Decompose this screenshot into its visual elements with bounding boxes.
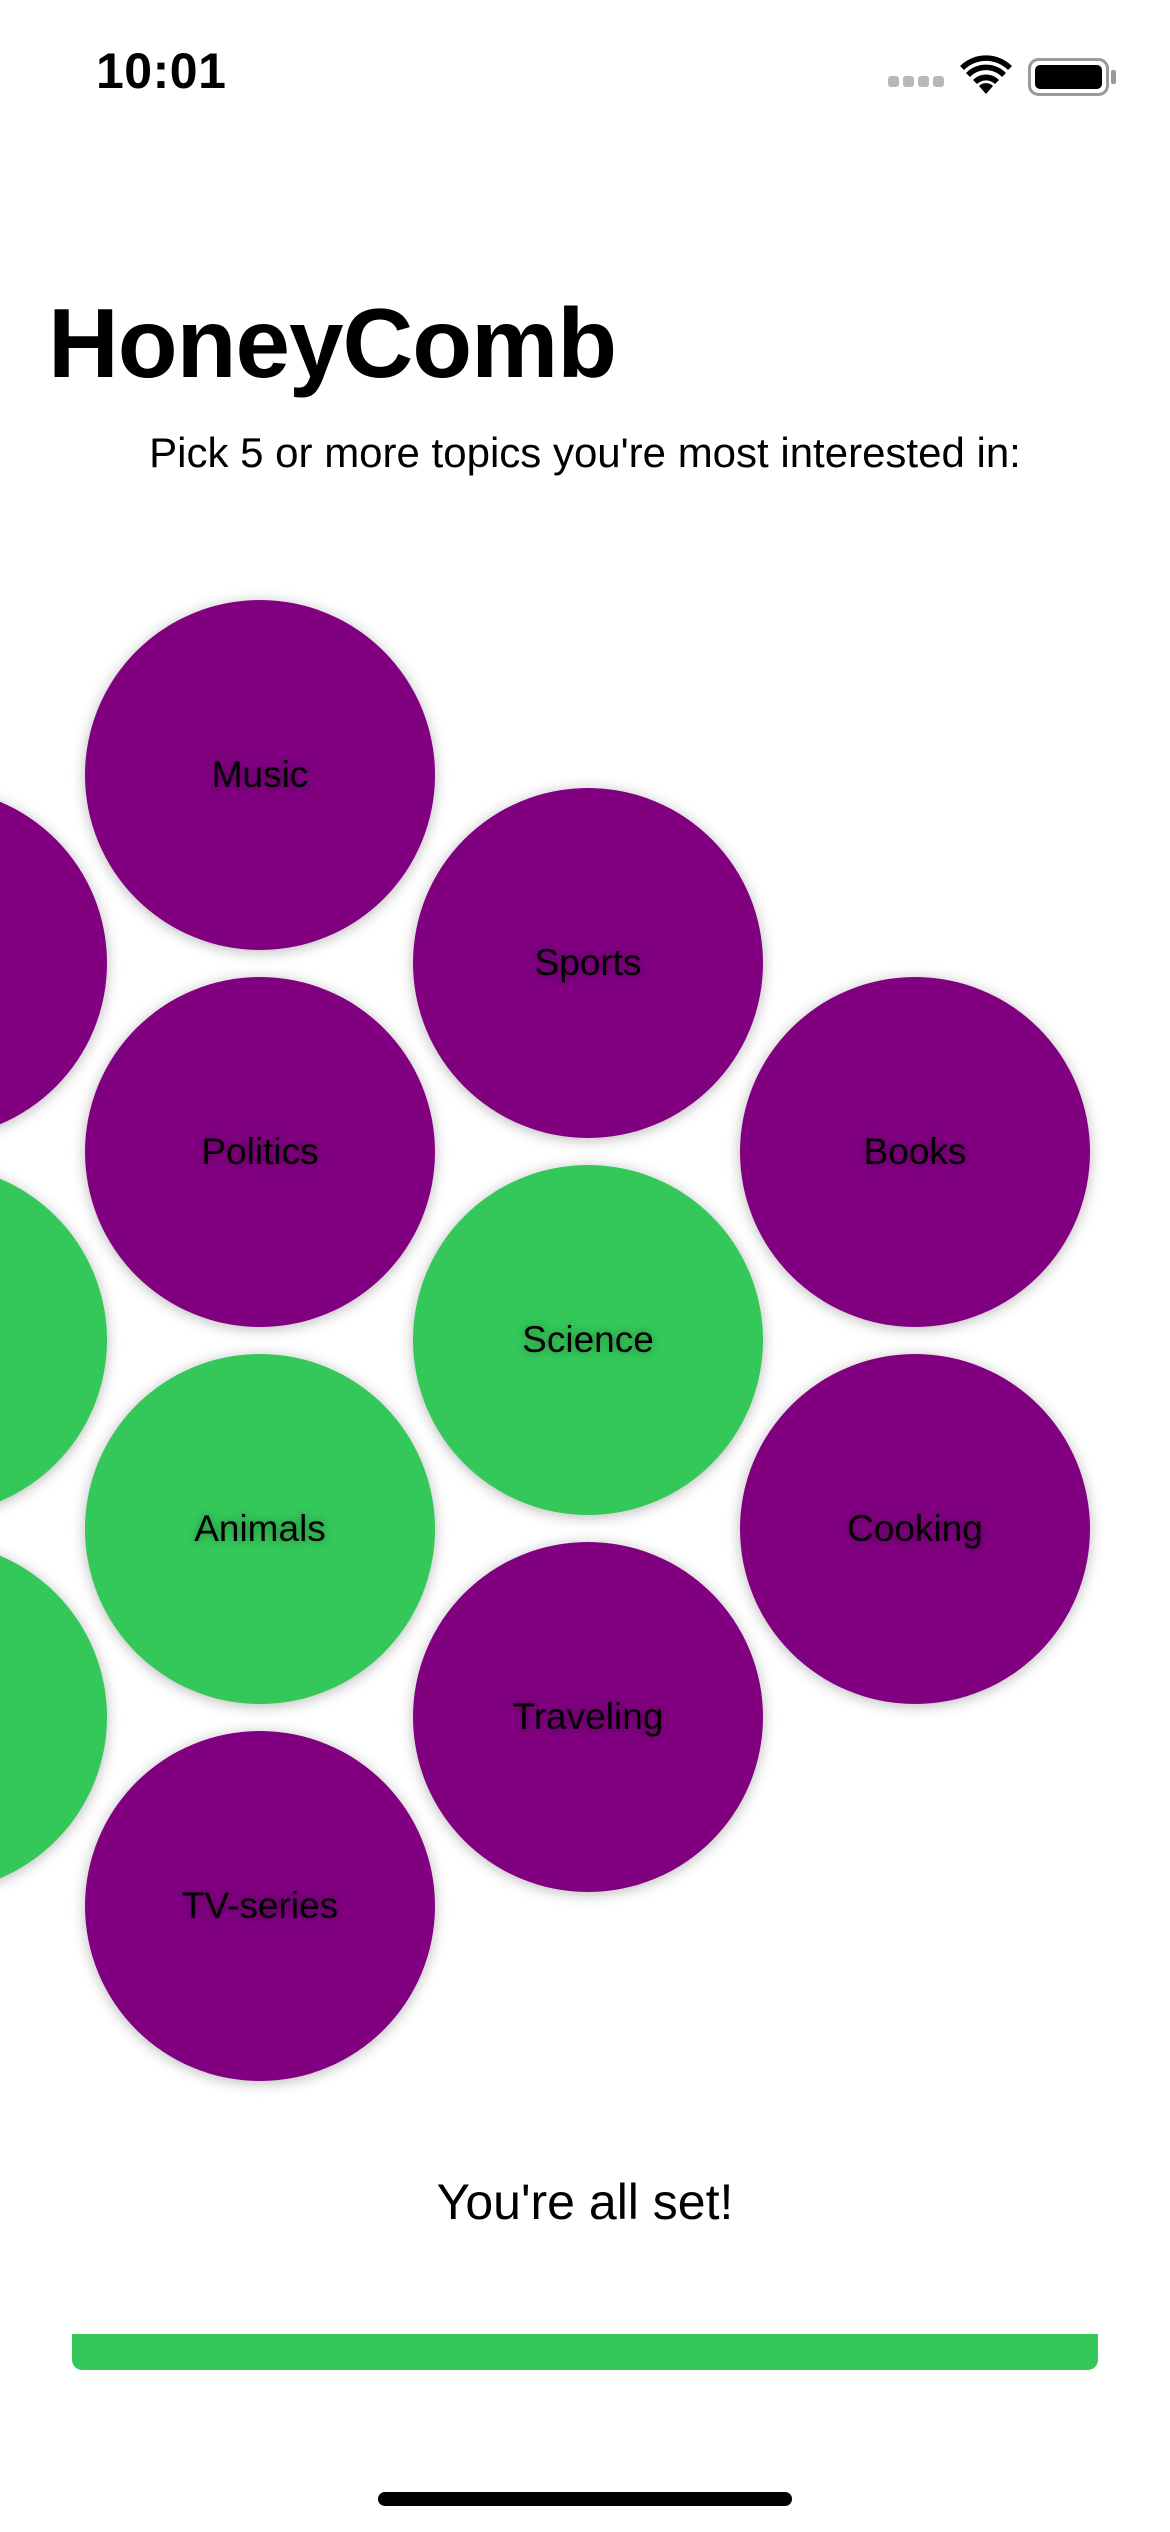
- topic-bubble-label: Animals: [194, 1508, 326, 1549]
- topic-bubble[interactable]: Music: [85, 600, 435, 950]
- topic-bubble[interactable]: Traveling: [413, 1542, 763, 1892]
- topic-bubble-label: Books: [863, 1131, 967, 1172]
- topic-bubble[interactable]: Sports: [413, 788, 763, 1138]
- status-bar: 10:01: [0, 0, 1170, 150]
- progress-bar: [72, 2334, 1098, 2370]
- topic-bubble-label: Science: [522, 1319, 654, 1360]
- progress-fill: [72, 2334, 1098, 2370]
- topic-bubble[interactable]: [0, 788, 107, 1138]
- status-message: You're all set!: [436, 2174, 734, 2230]
- topic-bubble[interactable]: Cooking: [740, 1354, 1090, 1704]
- topic-bubble[interactable]: [0, 1165, 107, 1515]
- battery-icon: [1028, 58, 1116, 96]
- topic-bubble-label: Sports: [534, 942, 642, 983]
- wifi-icon: [960, 55, 1012, 94]
- topic-bubble-label: Traveling: [512, 1696, 664, 1737]
- status-time: 10:01: [96, 43, 227, 99]
- cellular-signal-icon: [888, 76, 946, 88]
- topic-bubble-label: Music: [211, 754, 309, 795]
- status-icons: [888, 54, 1118, 98]
- topic-bubble-label: TV-series: [181, 1885, 339, 1926]
- topic-bubble[interactable]: Politics: [85, 977, 435, 1327]
- topic-bubble[interactable]: Animals: [85, 1354, 435, 1704]
- home-indicator[interactable]: [378, 2492, 792, 2506]
- topic-bubble[interactable]: Science: [413, 1165, 763, 1515]
- topic-bubble-label: Politics: [201, 1131, 319, 1172]
- topic-bubble[interactable]: [0, 1542, 107, 1892]
- topic-bubble[interactable]: TV-series: [85, 1731, 435, 2081]
- topic-bubble-label: Cooking: [847, 1508, 983, 1549]
- app-title: HoneyComb: [48, 288, 617, 398]
- subtitle: Pick 5 or more topics you're most intere…: [149, 429, 1021, 476]
- topic-bubble[interactable]: Books: [740, 977, 1090, 1327]
